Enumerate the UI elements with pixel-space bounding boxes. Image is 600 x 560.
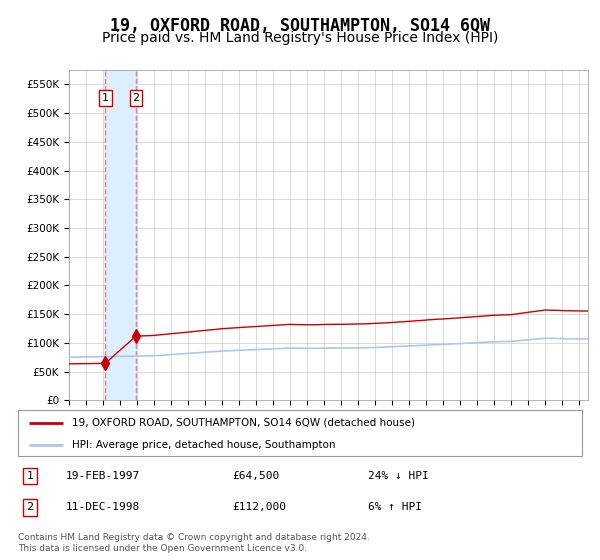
Text: £112,000: £112,000 [232,502,286,512]
Bar [105,70,136,400]
Text: 19, OXFORD ROAD, SOUTHAMPTON, SO14 6QW: 19, OXFORD ROAD, SOUTHAMPTON, SO14 6QW [110,17,490,35]
Text: 19, OXFORD ROAD, SOUTHAMPTON, SO14 6QW (detached house): 19, OXFORD ROAD, SOUTHAMPTON, SO14 6QW (… [71,418,415,428]
Text: 19-FEB-1997: 19-FEB-1997 [66,470,140,480]
Text: 24% ↓ HPI: 24% ↓ HPI [368,470,428,480]
Text: Contains HM Land Registry data © Crown copyright and database right 2024.
This d: Contains HM Land Registry data © Crown c… [18,533,370,553]
Text: 1: 1 [26,470,34,480]
Text: 1: 1 [102,93,109,103]
FancyBboxPatch shape [18,410,582,456]
Text: Price paid vs. HM Land Registry's House Price Index (HPI): Price paid vs. HM Land Registry's House … [102,31,498,45]
Text: 2: 2 [133,93,140,103]
Text: 6% ↑ HPI: 6% ↑ HPI [368,502,422,512]
Text: HPI: Average price, detached house, Southampton: HPI: Average price, detached house, Sout… [71,440,335,450]
Text: 2: 2 [26,502,34,512]
Text: 11-DEC-1998: 11-DEC-1998 [66,502,140,512]
Text: £64,500: £64,500 [232,470,280,480]
